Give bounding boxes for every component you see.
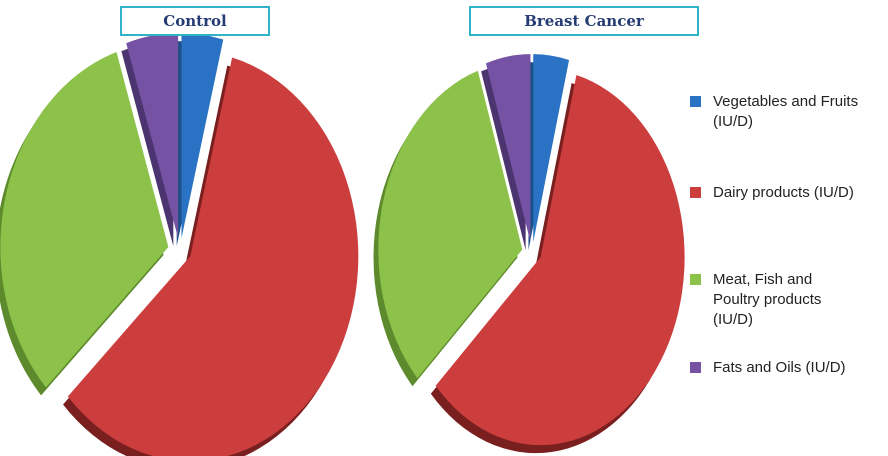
- control-slice-dairy: [67, 57, 359, 456]
- control-slice-meat: [0, 52, 169, 388]
- legend-label-dairy: Dairy products (IU/D): [713, 184, 854, 201]
- legend-item-meat: Meat, Fish and Poultry products (IU/D): [690, 270, 863, 330]
- legend-item-fats: Fats and Oils (IU/D): [690, 358, 888, 378]
- legend-swatch-meat: [690, 274, 701, 285]
- breast-cancer-chart-title: Breast Cancer: [469, 6, 699, 36]
- breast-cancer-pie: [373, 54, 685, 454]
- control-chart-title-text: Control: [163, 12, 227, 30]
- legend-label-meat: Meat, Fish and Poultry products (IU/D): [713, 271, 822, 328]
- control-chart-title: Control: [120, 6, 270, 36]
- breast-cancer-slice-fats: [485, 54, 531, 243]
- breast-cancer-slice-dairy: [435, 74, 685, 446]
- control-pie: [0, 33, 359, 456]
- breast-cancer-slice-vegetables: [533, 54, 570, 243]
- legend-swatch-fats: [690, 362, 701, 373]
- legend-item-vegetables: Vegetables and Fruits (IU/D): [690, 92, 888, 132]
- control-slice-vegetables: [181, 33, 224, 239]
- legend-swatch-dairy: [690, 187, 701, 198]
- legend: Vegetables and Fruits (IU/D) Dairy produ…: [690, 0, 888, 456]
- breast-cancer-chart-title-text: Breast Cancer: [524, 12, 644, 30]
- legend-item-dairy: Dairy products (IU/D): [690, 183, 888, 203]
- legend-label-vegetables: Vegetables and Fruits (IU/D): [713, 93, 859, 130]
- legend-label-fats: Fats and Oils (IU/D): [713, 359, 846, 376]
- breast-cancer-slice-meat: [378, 70, 523, 379]
- control-slice-fats: [126, 33, 179, 239]
- legend-swatch-vegetables: [690, 96, 701, 107]
